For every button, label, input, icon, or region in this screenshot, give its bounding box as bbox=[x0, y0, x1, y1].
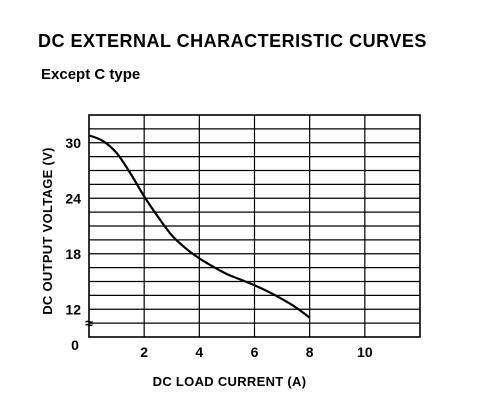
x-tick-label: 4 bbox=[195, 344, 203, 360]
axis-break-icon: ≈ bbox=[85, 315, 93, 331]
plot-frame bbox=[88, 114, 421, 338]
grid bbox=[89, 115, 420, 337]
x-tick-label: 8 bbox=[306, 344, 314, 360]
y-tick-labels: 12 18 24 30 bbox=[65, 135, 81, 318]
y-axis-label: DC OUTPUT VOLTAGE (V) bbox=[40, 147, 55, 315]
origin-label: 0 bbox=[71, 337, 79, 353]
x-tick-labels: 2 4 6 8 10 bbox=[140, 344, 373, 360]
y-tick-label: 18 bbox=[65, 246, 81, 262]
y-tick-label: 12 bbox=[65, 301, 81, 317]
x-tick-label: 2 bbox=[140, 344, 148, 360]
x-tick-label: 6 bbox=[251, 344, 259, 360]
chart-title: DC EXTERNAL CHARACTERISTIC CURVES bbox=[38, 31, 427, 51]
series-line bbox=[88, 134, 311, 319]
x-tick-label: 10 bbox=[357, 344, 373, 360]
series-layer bbox=[88, 134, 311, 319]
y-tick-label: 30 bbox=[65, 135, 81, 151]
y-tick-label: 24 bbox=[65, 190, 81, 206]
chart-subtitle: Except C type bbox=[41, 66, 140, 83]
x-axis-label: DC LOAD CURRENT (A) bbox=[153, 374, 307, 389]
